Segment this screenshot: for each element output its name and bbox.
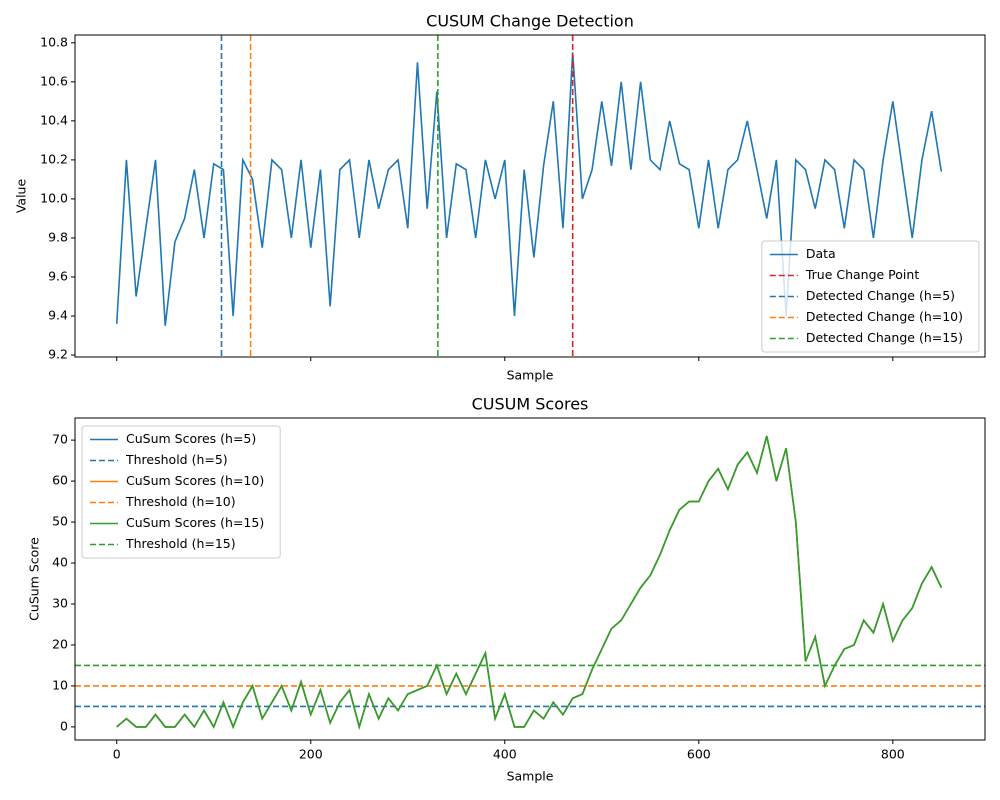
y-tick-label: 70 [52,432,68,447]
x-tick-label: 0 [113,747,121,762]
y-tick-label: 10.2 [40,151,68,166]
x-tick-label: 200 [299,747,323,762]
legend: Data True Change Point Detected Change (h=… [761,240,980,353]
axes-frame [74,417,986,741]
plot-area [75,435,985,730]
legend-label: Detected Change (h=15) [806,330,963,345]
subplot: CUSUM Change Detection Sample Value 9.2 9.4 9… [14,12,986,383]
y-tick-label: 10.6 [40,73,68,88]
y-tick-label: 60 [52,473,68,488]
y-tick-label: 10.4 [40,112,68,127]
legend-label: Threshold (h=5) [125,452,228,467]
y-axis-label: Value [14,179,29,214]
y-tick-label: 40 [52,555,68,570]
chart-title: CUSUM Scores [472,395,589,414]
legend-label: CuSum Scores (h=10) [126,473,264,488]
legend-box [761,240,980,353]
legend-label: Detected Change (h=10) [806,309,963,324]
y-tick-label: 10 [52,677,68,692]
y-tick-label: 9.8 [48,229,68,244]
y-tick-label: 9.2 [48,347,68,362]
x-tick-label: 600 [687,747,711,762]
y-tick-label: 10.0 [40,190,68,205]
legend-label: Threshold (h=15) [125,536,236,551]
legend-label: CuSum Scores (h=5) [126,431,256,446]
y-tick-label: 9.4 [48,308,68,323]
legend-box [81,425,281,559]
y-tick-label: 9.6 [48,268,68,283]
data-line [115,52,943,326]
legend: CuSum Scores (h=5) Threshold (h=5) CuSum S… [81,425,281,559]
x-tick-label: 800 [881,747,905,762]
axes-frame [74,34,986,358]
y-tick-label: 10.8 [40,34,68,49]
legend-label: Data [806,246,836,261]
plot-area [115,35,943,357]
x-axis-label: Sample [507,368,554,383]
y-tick-label: 0 [60,718,68,733]
y-tick-label: 30 [52,595,68,610]
legend-label: Detected Change (h=5) [806,288,955,303]
x-axis-label: Sample [507,769,554,784]
legend-label: CuSum Scores (h=15) [126,515,264,530]
y-tick-label: 20 [52,636,68,651]
data-line [116,435,943,730]
chart-title: CUSUM Change Detection [426,12,634,31]
legend-label: True Change Point [805,267,919,282]
y-axis-label: CuSum Score [27,537,42,621]
legend-label: Threshold (h=10) [125,494,236,509]
x-tick-label: 400 [493,747,517,762]
y-tick-label: 50 [52,514,68,529]
